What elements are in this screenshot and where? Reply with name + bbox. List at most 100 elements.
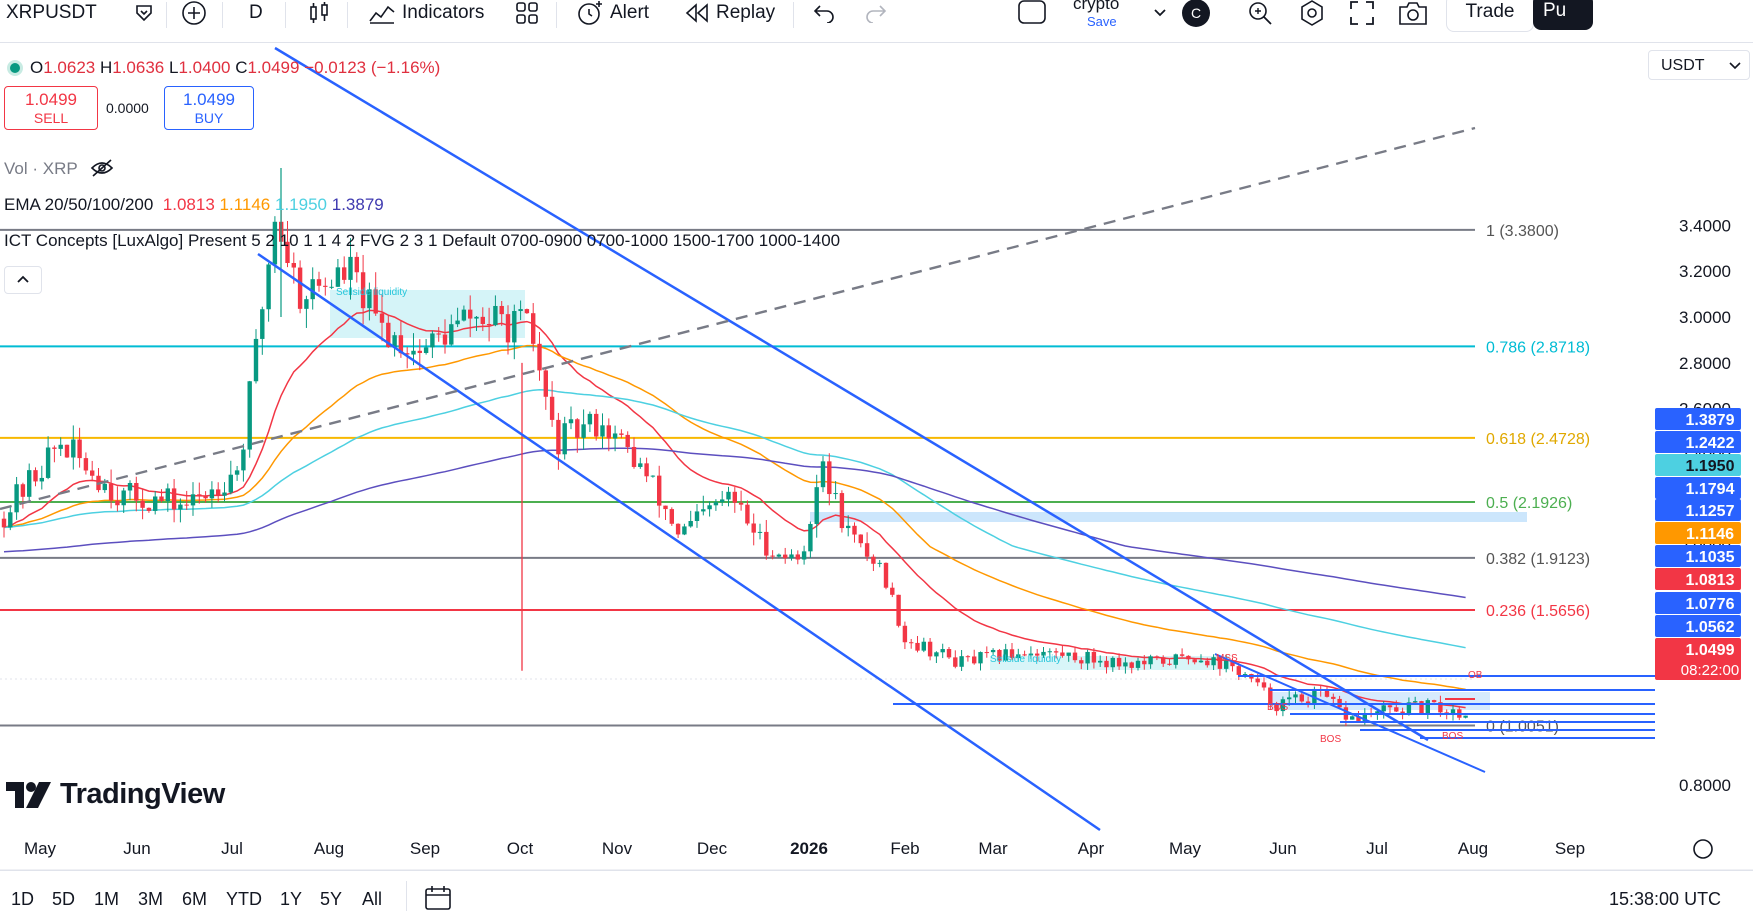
- calendar-icon[interactable]: [424, 885, 452, 916]
- candle-body: [707, 505, 712, 510]
- undo-icon[interactable]: [812, 0, 836, 26]
- range-button-5y[interactable]: 5Y: [320, 889, 343, 909]
- candle-body: [990, 649, 996, 653]
- layout-icon[interactable]: [1017, 0, 1047, 26]
- price-label-text: 1.2422: [1686, 435, 1735, 452]
- interval-button[interactable]: D: [249, 0, 263, 26]
- camera-icon[interactable]: [1398, 0, 1428, 26]
- candle-body: [1463, 715, 1468, 718]
- symbol-name[interactable]: XRPUSDT: [6, 2, 97, 23]
- settings-gear-icon[interactable]: [1298, 0, 1326, 26]
- candle-body: [474, 316, 479, 319]
- candle-body: [631, 446, 637, 467]
- candle-body: [839, 493, 845, 529]
- candle-body: [1186, 655, 1191, 660]
- range-button-1m[interactable]: 1M: [94, 889, 120, 909]
- volume-legend[interactable]: Vol · XRP: [4, 159, 114, 179]
- price-label-text: 1.3879: [1686, 412, 1735, 429]
- trend-channel: [0, 46, 1655, 832]
- alert-button[interactable]: Alert: [576, 0, 649, 26]
- buy-label: BUY: [194, 110, 224, 126]
- fvg-zone: [810, 512, 1527, 522]
- layout-name[interactable]: crypto: [1073, 0, 1120, 13]
- fib-label: 1 (3.3800): [1486, 223, 1559, 240]
- candle-body: [965, 656, 971, 658]
- ema-legend[interactable]: EMA 20/50/100/200 1.0813 1.1146 1.1950 1…: [4, 195, 384, 215]
- candle-body: [1041, 651, 1046, 656]
- x-tick-label: Jul: [221, 839, 243, 858]
- candle-body: [392, 335, 397, 348]
- candles-type-icon[interactable]: [307, 0, 331, 26]
- collapse-legend-button[interactable]: [4, 266, 42, 294]
- currency-select[interactable]: USDT: [1648, 50, 1750, 80]
- trade-button[interactable]: Trade: [1446, 0, 1534, 32]
- price-label-box: [1655, 592, 1741, 614]
- templates-icon[interactable]: [515, 0, 539, 26]
- candle-body: [518, 309, 523, 312]
- candle-body: [253, 338, 259, 382]
- indicators-button[interactable]: Indicators: [368, 0, 484, 26]
- candle-body: [430, 333, 435, 348]
- candle-body: [940, 649, 945, 653]
- range-button-6m[interactable]: 6M: [182, 889, 208, 909]
- candle-body: [1110, 657, 1115, 668]
- brand-name: TradingView: [60, 778, 225, 810]
- clock[interactable]: 15:38:00 UTC: [1609, 889, 1722, 909]
- status-dot-icon: [10, 63, 20, 73]
- candle-body: [1047, 651, 1052, 653]
- interval-label[interactable]: D: [249, 2, 263, 23]
- replay-button[interactable]: Replay: [684, 0, 775, 26]
- candle-body: [1261, 682, 1267, 688]
- compare-add-icon[interactable]: [181, 0, 207, 26]
- sell-button[interactable]: 1.0499 SELL: [4, 86, 98, 130]
- dashed-trendline: [0, 126, 1476, 511]
- candle-body: [1438, 702, 1443, 713]
- currency-label[interactable]: USDT: [1661, 57, 1705, 74]
- candle-body: [1242, 674, 1248, 676]
- fibonacci-levels: 1 (3.3800) 0.786 (2.8718) 0.618 (2.4728) 0.…: [0, 223, 1590, 736]
- candle-body: [310, 279, 315, 300]
- bottom-toolbar: 1D 5D 1M 3M 6M YTD 1Y 5Y All 15:38:00 UTC: [0, 870, 1753, 923]
- symbol-search[interactable]: XRPUSDT: [6, 0, 97, 26]
- chevron-down-icon[interactable]: [1153, 0, 1167, 26]
- candle-body: [260, 309, 265, 339]
- redo-icon[interactable]: [864, 0, 888, 26]
- price-label-box: [1655, 408, 1741, 430]
- fullscreen-icon[interactable]: [1349, 0, 1375, 26]
- ict-annotation: MSS: [1216, 653, 1238, 664]
- range-button-all[interactable]: All: [362, 889, 383, 909]
- candle-body: [638, 463, 643, 467]
- candle-body: [493, 305, 498, 326]
- range-button-ytd[interactable]: YTD: [226, 889, 262, 909]
- range-button-5d[interactable]: 5D: [52, 889, 76, 909]
- publish-button[interactable]: Pu: [1533, 0, 1593, 30]
- candle-body: [178, 504, 183, 510]
- avatar[interactable]: C: [1182, 0, 1210, 27]
- alert-label[interactable]: Alert: [610, 2, 650, 23]
- range-button-1y[interactable]: 1Y: [280, 889, 303, 909]
- alarm-clock-icon: [578, 1, 602, 25]
- candle-body: [1072, 652, 1078, 661]
- range-button-1d[interactable]: 1D: [11, 889, 35, 909]
- favorite-icon[interactable]: [133, 0, 155, 26]
- quick-search-icon[interactable]: [1247, 0, 1273, 26]
- indicators-label[interactable]: Indicators: [402, 2, 485, 23]
- candle-body: [1154, 656, 1160, 658]
- candle-body: [902, 625, 908, 643]
- candle-body: [732, 491, 737, 503]
- replay-label[interactable]: Replay: [716, 2, 776, 23]
- candle-body: [1280, 699, 1286, 712]
- price-chart[interactable]: 1 (3.3800) 0.786 (2.8718) 0.618 (2.4728) 0.…: [0, 42, 1753, 870]
- range-button-3m[interactable]: 3M: [138, 889, 164, 909]
- chevron-up-icon: [17, 275, 29, 283]
- layout-save[interactable]: Save: [1087, 14, 1117, 29]
- candle-body: [625, 434, 630, 447]
- price-label-box: [1655, 568, 1741, 590]
- candle-body: [505, 314, 511, 343]
- buy-button[interactable]: 1.0499 BUY: [164, 86, 254, 130]
- ict-legend[interactable]: ICT Concepts [LuxAlgo] Present 5 2 10 1 …: [4, 231, 841, 250]
- candle-body: [1173, 654, 1178, 665]
- x-tick-label: Dec: [697, 839, 728, 858]
- candle-body: [121, 490, 126, 506]
- candle-body: [266, 264, 271, 310]
